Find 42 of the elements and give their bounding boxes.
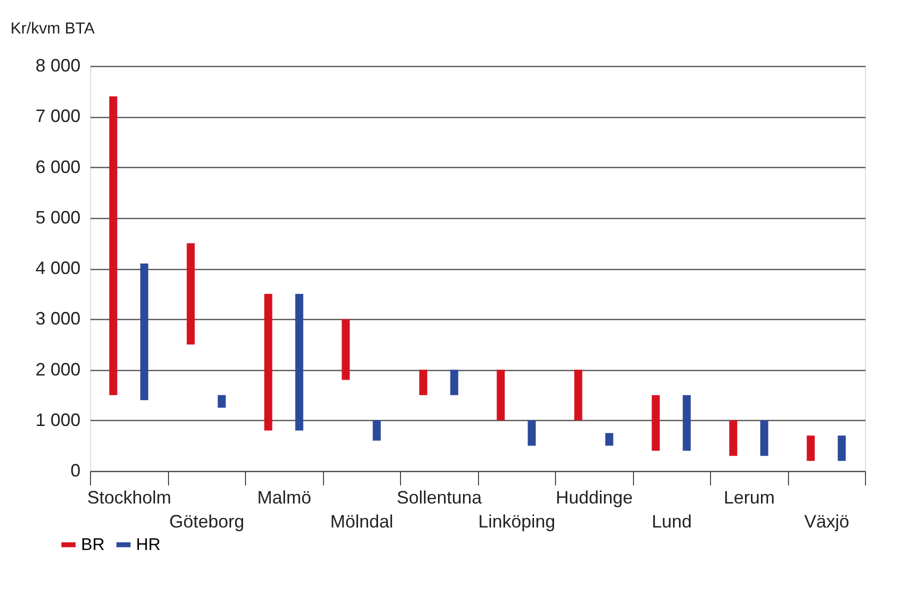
x-tick-label: Stockholm xyxy=(87,488,172,508)
bar xyxy=(419,370,428,396)
bar xyxy=(760,420,768,456)
bar xyxy=(806,436,815,461)
y-tick-label: 2 000 xyxy=(35,359,80,380)
bar xyxy=(652,395,660,451)
y-tick-label: 7 000 xyxy=(35,106,80,126)
x-tick-label: Linköping xyxy=(478,512,556,532)
bar xyxy=(528,420,536,446)
x-tick-label: Mölndal xyxy=(330,512,394,532)
bar xyxy=(295,294,304,430)
bar xyxy=(574,370,582,420)
x-tick-label: Lund xyxy=(652,512,692,532)
bar xyxy=(682,395,691,451)
x-tick-label: Växjö xyxy=(804,512,850,532)
bar xyxy=(496,370,505,420)
y-tick-label: 0 xyxy=(70,460,80,480)
legend-label: HR xyxy=(136,534,161,554)
y-tick-label: 1 000 xyxy=(35,410,80,430)
y-tick-label: 5 000 xyxy=(35,207,80,228)
bar xyxy=(218,395,226,408)
x-tick-label: Sollentuna xyxy=(396,488,483,508)
y-tick-label: 8 000 xyxy=(35,56,80,76)
y-tick-label: 4 000 xyxy=(35,258,80,278)
bar xyxy=(450,370,458,396)
bar xyxy=(186,243,195,344)
y-tick-label: 6 000 xyxy=(35,156,80,177)
legend-label: BR xyxy=(81,534,105,554)
bar xyxy=(605,433,614,446)
y-tick-label: 3 000 xyxy=(35,308,80,329)
x-tick-label: Huddinge xyxy=(556,488,633,508)
x-tick-label: Malmö xyxy=(257,488,312,508)
bar xyxy=(109,96,118,396)
bar xyxy=(729,420,738,456)
x-tick-label: Lerum xyxy=(724,488,775,508)
bar xyxy=(372,420,381,441)
bar xyxy=(342,319,350,380)
bar xyxy=(140,263,148,400)
x-tick-label: Göteborg xyxy=(169,512,244,532)
bar xyxy=(838,436,846,461)
y-axis-title: Kr/kvm BTA xyxy=(10,20,95,38)
bar xyxy=(264,294,272,430)
